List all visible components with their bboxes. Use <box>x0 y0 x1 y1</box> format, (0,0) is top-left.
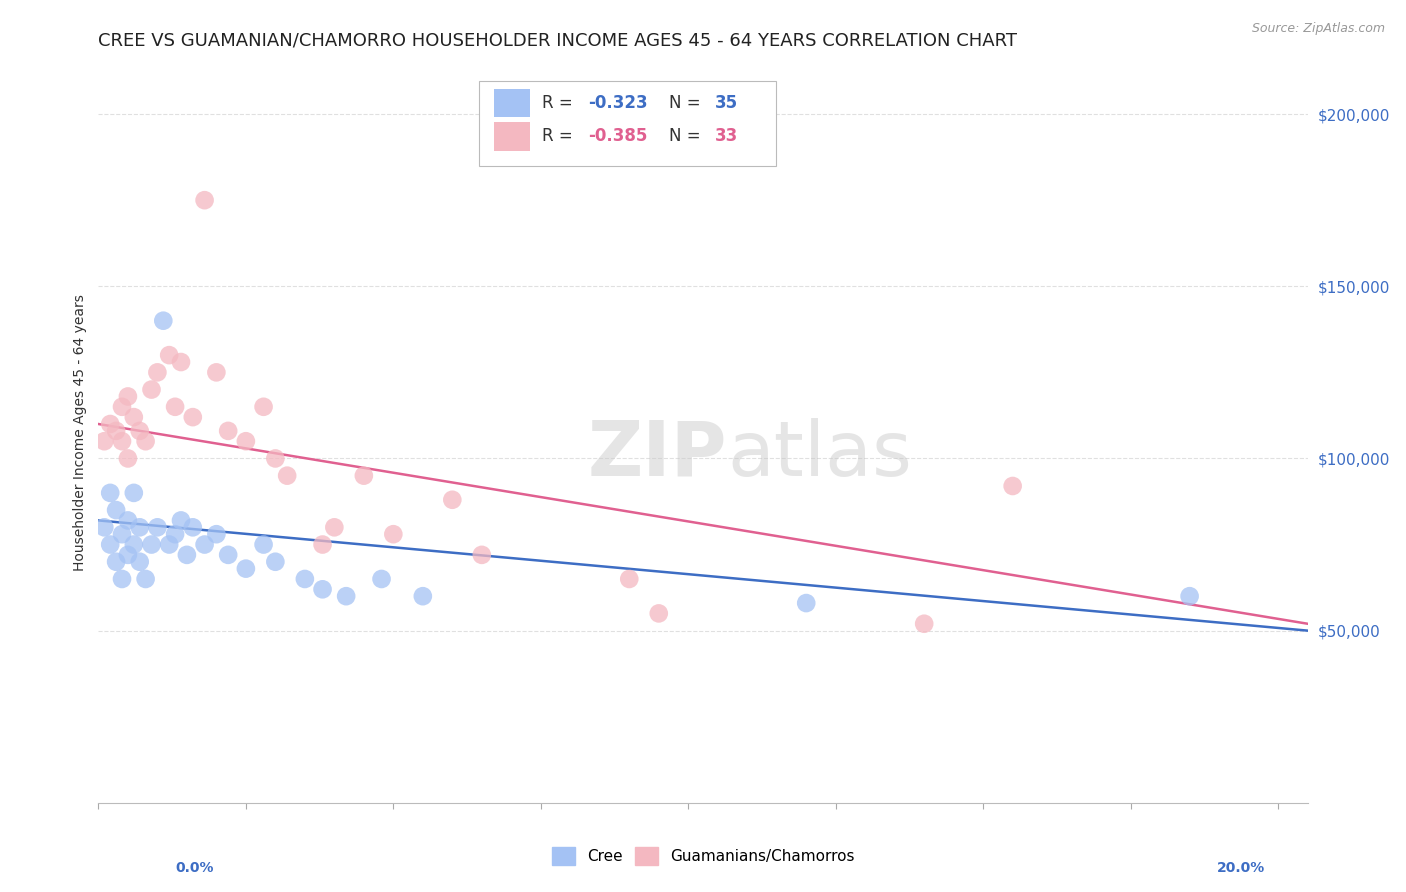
Text: Source: ZipAtlas.com: Source: ZipAtlas.com <box>1251 22 1385 36</box>
Point <box>412 589 434 603</box>
Text: -0.385: -0.385 <box>588 128 648 145</box>
Point <box>157 348 180 362</box>
Point <box>294 572 316 586</box>
FancyBboxPatch shape <box>479 81 776 166</box>
Point <box>98 537 121 551</box>
Point <box>1178 589 1201 603</box>
Point <box>93 434 115 449</box>
Legend: Cree, Guamanians/Chamorros: Cree, Guamanians/Chamorros <box>551 847 855 865</box>
Point <box>264 451 287 466</box>
Point <box>170 513 193 527</box>
Point <box>648 607 671 621</box>
Point <box>122 537 145 551</box>
Point <box>205 527 228 541</box>
Point <box>181 410 204 425</box>
Point <box>335 589 357 603</box>
Point <box>194 537 217 551</box>
Text: 33: 33 <box>716 128 738 145</box>
Point <box>105 503 128 517</box>
Point <box>93 520 115 534</box>
Point <box>252 537 274 551</box>
Text: ZIP: ZIP <box>588 417 727 491</box>
Text: CREE VS GUAMANIAN/CHAMORRO HOUSEHOLDER INCOME AGES 45 - 64 YEARS CORRELATION CHA: CREE VS GUAMANIAN/CHAMORRO HOUSEHOLDER I… <box>98 32 1018 50</box>
Point <box>152 314 174 328</box>
Point <box>217 548 239 562</box>
Point <box>194 193 217 207</box>
Point <box>471 548 494 562</box>
Point <box>111 434 134 449</box>
Point <box>111 572 134 586</box>
Point <box>176 548 198 562</box>
Point <box>217 424 239 438</box>
Point <box>105 424 128 438</box>
Point <box>117 548 139 562</box>
Text: 20.0%: 20.0% <box>1218 861 1265 875</box>
FancyBboxPatch shape <box>494 89 530 117</box>
Point <box>128 520 150 534</box>
Point <box>165 400 187 414</box>
Point <box>181 520 204 534</box>
Point <box>135 572 157 586</box>
Point <box>98 417 121 431</box>
Text: N =: N = <box>669 95 706 112</box>
Point <box>111 527 134 541</box>
Point <box>311 582 333 597</box>
Point <box>122 486 145 500</box>
Point <box>264 555 287 569</box>
Point <box>205 365 228 379</box>
Text: 35: 35 <box>716 95 738 112</box>
Y-axis label: Householder Income Ages 45 - 64 years: Householder Income Ages 45 - 64 years <box>73 294 87 571</box>
FancyBboxPatch shape <box>494 122 530 151</box>
Text: 0.0%: 0.0% <box>176 861 214 875</box>
Text: -0.323: -0.323 <box>588 95 648 112</box>
Point <box>276 468 298 483</box>
Point <box>619 572 641 586</box>
Point <box>122 410 145 425</box>
Point <box>105 555 128 569</box>
Point <box>165 527 187 541</box>
Point <box>794 596 817 610</box>
Point <box>128 555 150 569</box>
Point <box>323 520 346 534</box>
Point <box>141 383 163 397</box>
Point <box>135 434 157 449</box>
Point <box>146 520 169 534</box>
Text: R =: R = <box>543 128 578 145</box>
Point <box>311 537 333 551</box>
Point <box>117 389 139 403</box>
Point <box>353 468 375 483</box>
Text: atlas: atlas <box>727 417 912 491</box>
Point <box>141 537 163 551</box>
Point <box>111 400 134 414</box>
Point <box>235 434 257 449</box>
Point <box>382 527 405 541</box>
Text: R =: R = <box>543 95 578 112</box>
Point <box>1001 479 1024 493</box>
Point <box>157 537 180 551</box>
Point <box>170 355 193 369</box>
Text: N =: N = <box>669 128 706 145</box>
Point <box>441 492 464 507</box>
Point <box>98 486 121 500</box>
Point <box>117 513 139 527</box>
Point <box>912 616 935 631</box>
Point <box>117 451 139 466</box>
Point <box>128 424 150 438</box>
Point <box>146 365 169 379</box>
Point <box>370 572 392 586</box>
Point <box>235 561 257 575</box>
Point <box>252 400 274 414</box>
